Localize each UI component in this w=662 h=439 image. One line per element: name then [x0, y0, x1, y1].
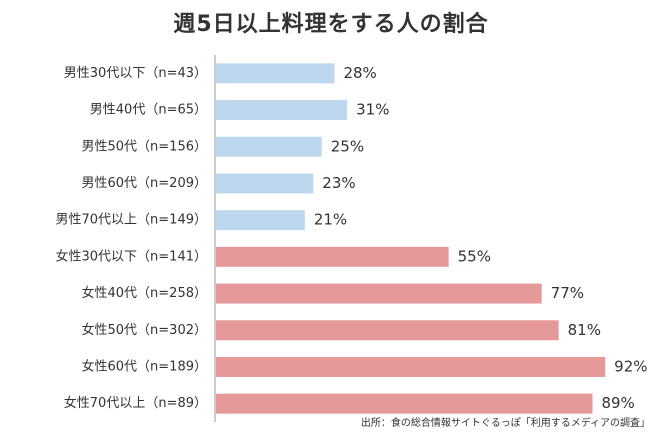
value-label: 23%: [322, 174, 355, 192]
value-label: 31%: [356, 101, 389, 119]
value-label: 81%: [568, 321, 601, 339]
bar: [216, 100, 348, 121]
value-label: 89%: [601, 394, 634, 412]
bar: [216, 173, 314, 194]
bar: [216, 283, 542, 304]
category-label: 女性60代（n=189）: [82, 358, 208, 374]
category-label: 男性50代（n=156）: [82, 139, 208, 154]
value-label: 28%: [343, 64, 376, 82]
category-label: 男性40代（n=65）: [90, 103, 207, 118]
category-label: 男性60代（n=209）: [82, 176, 208, 191]
category-label: 男性70代以上（n=149）: [56, 213, 208, 228]
value-label: 92%: [614, 357, 647, 375]
value-label: 21%: [314, 211, 347, 229]
bar: [216, 136, 322, 157]
bar: [216, 393, 593, 414]
chart-title: 週5日以上料理をする人の割合: [173, 12, 489, 37]
category-label: 女性40代（n=258）: [82, 285, 208, 301]
category-label: 男性30代以下（n=43）: [64, 66, 207, 81]
category-label: 女性70代以上（n=89）: [64, 395, 207, 411]
bar: [216, 320, 559, 341]
source-note: 出所：食の総合情報サイトぐるっぽ「利用するメディアの調査」: [360, 418, 650, 429]
category-label: 女性30代以下（n=141）: [56, 248, 208, 264]
bar: [216, 356, 606, 377]
bar: [216, 63, 335, 84]
value-label: 77%: [551, 284, 584, 302]
value-label: 55%: [458, 247, 491, 265]
category-label: 女性50代（n=302）: [82, 322, 208, 338]
value-label: 25%: [331, 137, 364, 155]
bar: [216, 246, 449, 267]
bar: [216, 210, 305, 231]
